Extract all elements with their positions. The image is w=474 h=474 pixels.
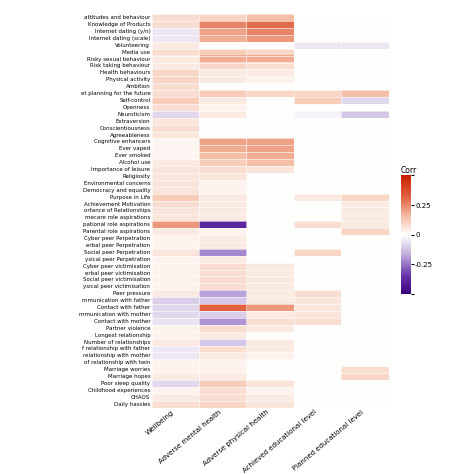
Text: Corr: Corr — [401, 165, 417, 174]
